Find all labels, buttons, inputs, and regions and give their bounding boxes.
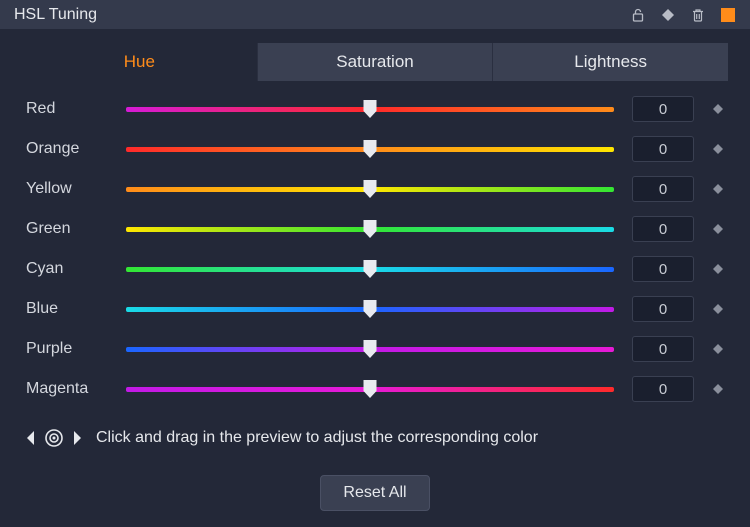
slider-blue[interactable] (126, 299, 614, 319)
slider-track (126, 147, 614, 152)
slider-track (126, 387, 614, 392)
slider-label-green: Green (26, 220, 126, 238)
hint-row: Click and drag in the preview to adjust … (22, 427, 728, 449)
slider-green[interactable] (126, 219, 614, 239)
footer: Reset All (22, 475, 728, 511)
slider-label-cyan: Cyan (26, 260, 126, 278)
tabs: Hue Saturation Lightness (22, 43, 728, 81)
enable-toggle-icon[interactable] (720, 7, 736, 23)
slider-track (126, 107, 614, 112)
slider-label-magenta: Magenta (26, 380, 126, 398)
panel-body: Hue Saturation Lightness Red0Orange0Yell… (0, 29, 750, 527)
slider-track (126, 187, 614, 192)
value-input-magenta[interactable]: 0 (632, 376, 694, 402)
value-input-cyan[interactable]: 0 (632, 256, 694, 282)
slider-cyan[interactable] (126, 259, 614, 279)
unlock-icon[interactable] (630, 7, 646, 23)
keyframe-icon[interactable] (712, 303, 724, 315)
slider-purple[interactable] (126, 339, 614, 359)
keyframe-icon[interactable] (712, 103, 724, 115)
value-input-green[interactable]: 0 (632, 216, 694, 242)
slider-row-magenta: Magenta 0 (26, 377, 724, 401)
targeted-adjust-icon[interactable] (26, 427, 82, 449)
tab-saturation[interactable]: Saturation (258, 43, 494, 81)
slider-red[interactable] (126, 99, 614, 119)
slider-row-orange: Orange 0 (26, 137, 724, 161)
value-input-yellow[interactable]: 0 (632, 176, 694, 202)
slider-row-purple: Purple 0 (26, 337, 724, 361)
tab-lightness[interactable]: Lightness (493, 43, 728, 81)
diamond-icon[interactable] (660, 7, 676, 23)
value-input-red[interactable]: 0 (632, 96, 694, 122)
panel-title: HSL Tuning (14, 6, 97, 24)
slider-track (126, 307, 614, 312)
value-input-purple[interactable]: 0 (632, 336, 694, 362)
hsl-tuning-panel: HSL Tuning (0, 0, 750, 527)
slider-orange[interactable] (126, 139, 614, 159)
slider-track (126, 347, 614, 352)
slider-rows: Red0Orange0Yellow0Green0Cyan0Blue0Purple… (22, 97, 728, 401)
slider-label-orange: Orange (26, 140, 126, 158)
keyframe-icon[interactable] (712, 143, 724, 155)
slider-label-purple: Purple (26, 340, 126, 358)
slider-row-yellow: Yellow 0 (26, 177, 724, 201)
slider-yellow[interactable] (126, 179, 614, 199)
slider-track (126, 267, 614, 272)
hint-text: Click and drag in the preview to adjust … (96, 429, 538, 447)
keyframe-icon[interactable] (712, 383, 724, 395)
tab-hue[interactable]: Hue (22, 43, 258, 81)
keyframe-icon[interactable] (712, 223, 724, 235)
slider-row-cyan: Cyan 0 (26, 257, 724, 281)
slider-label-blue: Blue (26, 300, 126, 318)
slider-row-green: Green 0 (26, 217, 724, 241)
slider-track (126, 227, 614, 232)
keyframe-icon[interactable] (712, 183, 724, 195)
keyframe-icon[interactable] (712, 263, 724, 275)
keyframe-icon[interactable] (712, 343, 724, 355)
slider-label-yellow: Yellow (26, 180, 126, 198)
value-input-orange[interactable]: 0 (632, 136, 694, 162)
trash-icon[interactable] (690, 7, 706, 23)
value-input-blue[interactable]: 0 (632, 296, 694, 322)
slider-magenta[interactable] (126, 379, 614, 399)
slider-row-red: Red 0 (26, 97, 724, 121)
slider-row-blue: Blue 0 (26, 297, 724, 321)
slider-label-red: Red (26, 100, 126, 118)
reset-all-button[interactable]: Reset All (320, 475, 429, 511)
titlebar: HSL Tuning (0, 0, 750, 29)
titlebar-actions (630, 7, 736, 23)
